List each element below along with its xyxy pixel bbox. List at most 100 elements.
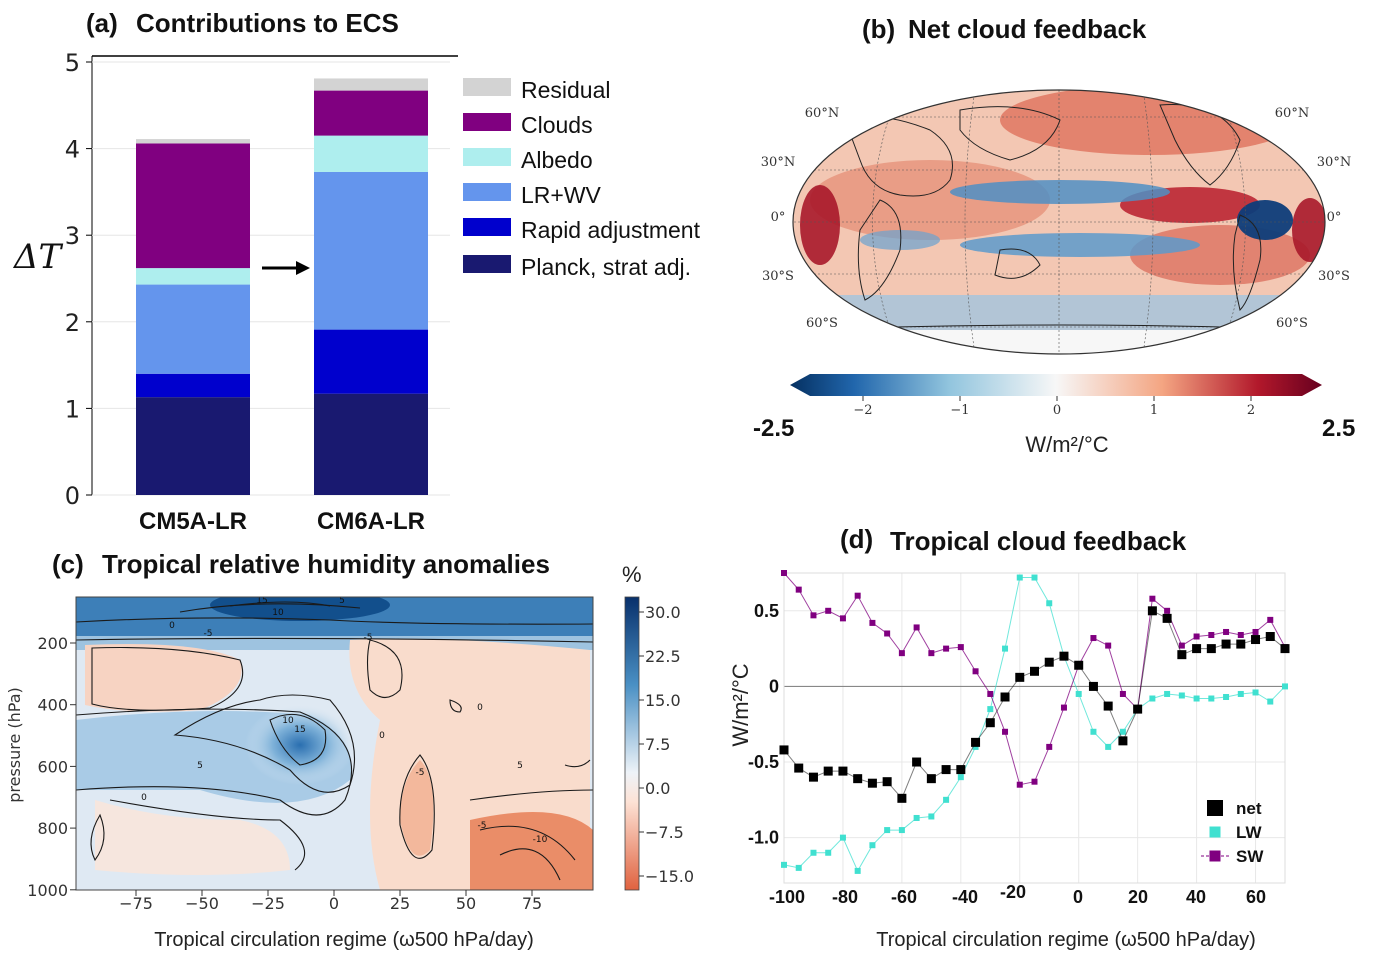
series-point-net xyxy=(1162,613,1172,623)
panel-d-xtick-label: -100 xyxy=(769,887,805,907)
series-point-net xyxy=(1147,606,1157,616)
legend-label: LW xyxy=(1236,823,1262,842)
series-point-net xyxy=(1133,704,1143,714)
series-point-sw xyxy=(869,619,876,626)
rh-dry-region xyxy=(85,644,242,712)
series-point-net xyxy=(1015,672,1025,682)
rh-dry-region xyxy=(470,812,593,890)
map-red-region xyxy=(1292,198,1325,262)
series-point-lw xyxy=(1223,694,1230,700)
rh-contour-label: 0 xyxy=(169,621,175,631)
bar-segment-residual xyxy=(314,78,428,91)
rh-contour-label: 5 xyxy=(517,761,523,771)
series-point-net xyxy=(808,772,818,782)
rh-contour-label: -5 xyxy=(416,768,425,778)
legend-label: SW xyxy=(1236,847,1264,866)
panel-c-colorbar-tick-label: −7.5 xyxy=(645,823,684,842)
series-point-net xyxy=(779,745,789,755)
series-point-lw xyxy=(1178,692,1185,699)
series-point-net xyxy=(1221,639,1231,649)
series-point-net xyxy=(823,766,833,776)
series-point-net xyxy=(1177,650,1187,660)
panel-c-colorbar-tick-label: 7.5 xyxy=(645,735,670,754)
legend-label: Clouds xyxy=(521,112,593,138)
panel-d-ytick-label: 0 xyxy=(769,676,779,696)
rh-contour-label: -5 xyxy=(364,633,373,643)
map-lat-label-left: 30°S xyxy=(762,269,794,284)
series-point-lw xyxy=(1149,695,1156,702)
panel-d-ytick-label: -0.5 xyxy=(748,752,779,772)
panel-d-title: Tropical cloud feedback xyxy=(890,526,1187,556)
panel-c-contour: (c) Tropical relative humidity anomalies… xyxy=(5,549,694,951)
series-point-sw xyxy=(928,650,935,657)
legend-swatch xyxy=(463,78,511,96)
series-point-sw xyxy=(1178,642,1185,649)
series-point-lw xyxy=(810,849,817,856)
series-point-sw xyxy=(898,650,905,657)
panel-d-xtick-label: 20 xyxy=(1128,887,1148,907)
panel-a-xlabels: CM5A-LR CM6A-LR xyxy=(139,508,425,535)
legend-swatch xyxy=(463,183,511,201)
rh-contour-label: 10 xyxy=(282,716,294,726)
panel-a-ytick-label: 1 xyxy=(65,395,80,423)
series-point-sw xyxy=(1046,743,1053,750)
panel-a-tag: (a) xyxy=(86,8,118,38)
panel-a-stacked-bar: (a) Contributions to ECS ΔT 0 1 2 3 4 5 CM5A-… xyxy=(12,8,701,535)
series-point-lw xyxy=(1252,689,1259,696)
series-point-net xyxy=(1044,657,1054,667)
series-point-sw xyxy=(795,586,802,593)
series-point-lw xyxy=(884,827,891,834)
rh-contour-label: 10 xyxy=(272,608,284,618)
legend-swatch xyxy=(463,148,511,166)
series-point-net xyxy=(1059,651,1069,661)
panel-c-xticks: −75 −50 −25 0 25 50 75 xyxy=(119,890,542,913)
panel-a-ytick-label: 2 xyxy=(65,309,80,337)
legend-swatch xyxy=(463,255,511,273)
map-blue-region xyxy=(860,230,940,250)
bar-segment-rapid-adjustment xyxy=(314,329,428,394)
bar-segment-clouds xyxy=(314,90,428,136)
legend-marker xyxy=(1209,826,1221,838)
map-colorbar-tick-label: 1 xyxy=(1150,403,1158,418)
series-point-lw xyxy=(795,864,802,871)
series-point-sw xyxy=(957,644,964,651)
series-point-lw xyxy=(839,834,846,841)
series-point-net xyxy=(1192,644,1202,654)
panel-c-colorbar-tick-label: 15.0 xyxy=(645,691,681,710)
map-lat-label-right: 0° xyxy=(1327,210,1342,225)
series-point-lw xyxy=(1164,690,1171,697)
legend-label: Planck, strat adj. xyxy=(521,254,691,280)
bar-segment-planck-strat-adj- xyxy=(136,397,250,495)
panel-c-ytick-label: 200 xyxy=(37,634,68,653)
map-lat-label-right: 30°N xyxy=(1317,155,1351,170)
series-point-net xyxy=(926,774,936,784)
series-point-sw xyxy=(1223,628,1230,635)
series-point-sw xyxy=(943,645,950,652)
series-point-net xyxy=(941,765,951,775)
panel-c-ytick-label: 600 xyxy=(37,757,68,776)
panel-c-xtick-label: 50 xyxy=(456,894,476,913)
bar-segment-residual xyxy=(136,139,250,144)
series-point-lw xyxy=(1237,690,1244,697)
legend-label: LR+WV xyxy=(521,182,602,208)
bar-segment-lr-wv xyxy=(314,171,428,330)
rh-contour-label: 0 xyxy=(141,793,147,803)
panel-c-colorbar-tick-label: 30.0 xyxy=(645,603,681,622)
panel-a-title: Contributions to ECS xyxy=(136,8,399,38)
panel-a-category-label: CM5A-LR xyxy=(139,508,247,535)
series-point-net xyxy=(1103,701,1113,711)
series-point-net xyxy=(1118,736,1128,746)
panel-c-ytick-label: 1000 xyxy=(27,881,68,900)
map-red-region xyxy=(800,185,840,265)
series-point-lw xyxy=(1105,743,1112,750)
series-point-sw xyxy=(1060,704,1067,711)
series-point-lw xyxy=(972,743,979,750)
panel-a-ytick-label: 0 xyxy=(65,482,80,510)
map-outline xyxy=(792,89,1326,355)
panel-d-ytick-label: 0.5 xyxy=(754,601,779,621)
panel-a-ytick-label: 4 xyxy=(65,136,80,164)
series-point-sw xyxy=(1031,778,1038,785)
series-point-lw xyxy=(825,849,832,856)
